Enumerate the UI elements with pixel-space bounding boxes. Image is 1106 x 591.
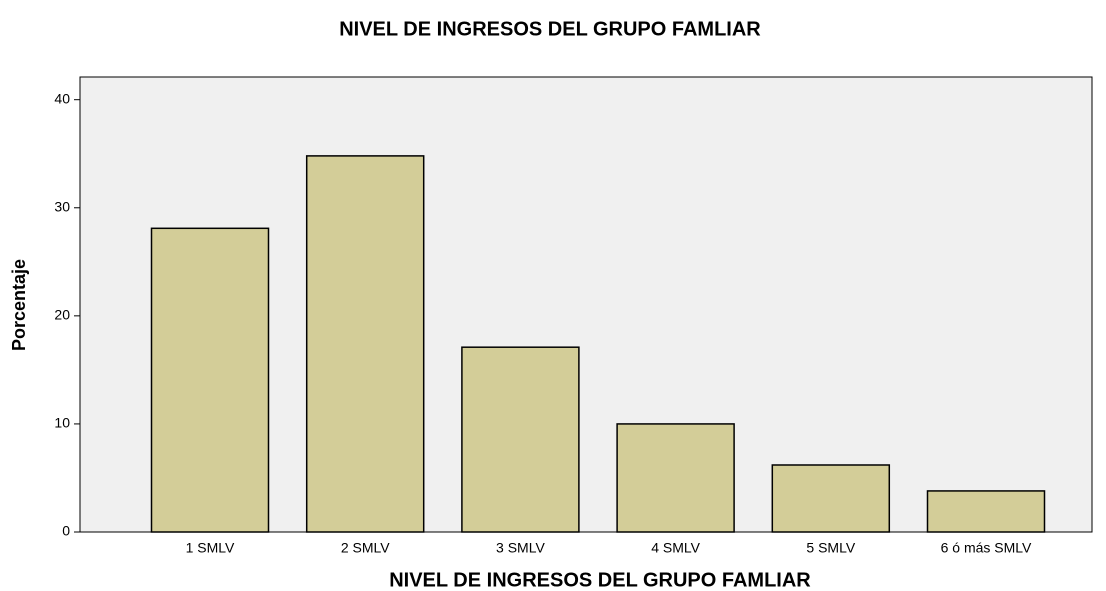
bar [616,423,735,533]
bar [305,155,425,533]
x-tick-label: 5 SMLV [806,540,855,556]
bar [771,464,891,533]
y-tick-label: 20 [54,307,70,323]
x-tick-label: 3 SMLV [496,540,545,556]
x-tick-label: 4 SMLV [651,540,700,556]
y-tick-label: 40 [54,90,70,106]
bar [461,346,580,533]
y-tick-label: 30 [54,198,70,214]
y-axis-label: Porcentaje [9,259,29,351]
bar [926,490,1046,533]
x-axis-label: NIVEL DE INGRESOS DEL GRUPO FAMLIAR [389,569,811,591]
y-tick-label: 10 [54,415,70,431]
x-tick-label: 6 ó más SMLV [941,540,1032,556]
x-tick-label: 2 SMLV [341,540,390,556]
bar [150,227,270,533]
y-tick-label: 0 [62,523,70,539]
x-tick-label: 1 SMLV [186,540,235,556]
chart-title: NIVEL DE INGRESOS DEL GRUPO FAMLIAR [339,18,761,40]
